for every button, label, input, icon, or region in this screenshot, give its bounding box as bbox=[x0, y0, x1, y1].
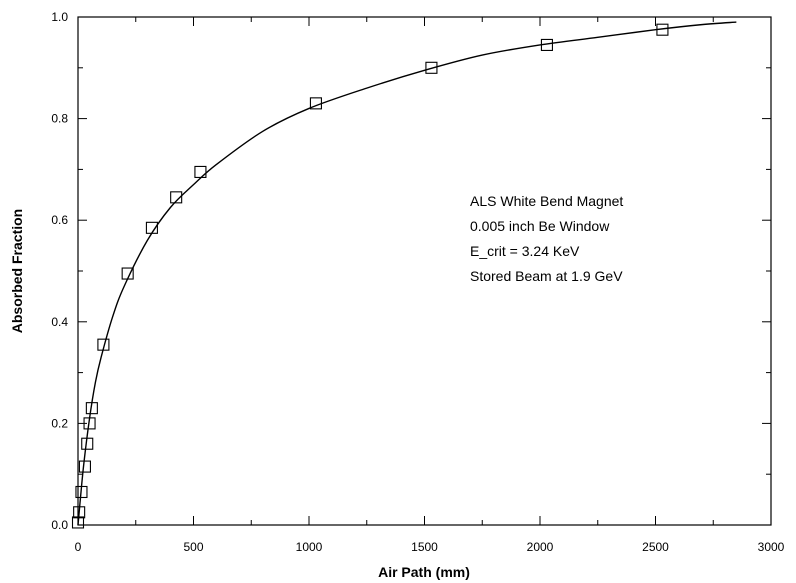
y-ticks bbox=[78, 16, 771, 526]
data-point-marker bbox=[425, 61, 438, 74]
x-tick-labels: 0 500 1000 1500 2000 2500 3000 bbox=[75, 540, 785, 554]
x-tick-label: 500 bbox=[183, 540, 203, 554]
annotation-line-1: ALS White Bend Magnet bbox=[470, 193, 623, 209]
annotation-line-3: E_crit = 3.24 KeV bbox=[470, 243, 580, 259]
x-tick-label: 2000 bbox=[527, 540, 554, 554]
x-tick-label: 1000 bbox=[296, 540, 323, 554]
annotation-line-4: Stored Beam at 1.9 GeV bbox=[470, 268, 623, 284]
x-tick-label: 0 bbox=[75, 540, 82, 554]
plot-area bbox=[77, 16, 772, 526]
data-point-marker bbox=[78, 460, 91, 473]
y-axis-label: Absorbed Fraction bbox=[9, 209, 25, 333]
data-point-marker bbox=[85, 402, 98, 415]
x-tick-label: 1500 bbox=[411, 540, 438, 554]
data-point-marker bbox=[170, 191, 183, 204]
annotation-box: ALS White Bend Magnet 0.005 inch Be Wind… bbox=[470, 193, 623, 284]
y-tick-label: 0.8 bbox=[51, 112, 68, 126]
data-point-marker bbox=[97, 338, 110, 351]
data-point-marker bbox=[145, 221, 158, 234]
data-point-marker bbox=[83, 417, 96, 430]
x-ticks bbox=[77, 17, 772, 525]
y-tick-label: 0.6 bbox=[51, 213, 68, 227]
y-tick-label: 0.0 bbox=[51, 518, 68, 532]
y-tick-label: 1.0 bbox=[51, 10, 68, 24]
x-tick-label: 2500 bbox=[642, 540, 669, 554]
data-point-marker bbox=[309, 97, 322, 110]
y-tick-label: 0.4 bbox=[51, 315, 68, 329]
data-point-marker bbox=[194, 165, 207, 178]
data-point-marker bbox=[75, 485, 88, 499]
y-tick-label: 0.2 bbox=[51, 416, 68, 430]
fit-line bbox=[77, 21, 737, 526]
annotation-line-2: 0.005 inch Be Window bbox=[470, 218, 610, 234]
x-axis-label: Air Path (mm) bbox=[378, 564, 470, 580]
data-point-marker bbox=[81, 437, 94, 450]
data-point-marker bbox=[121, 267, 134, 280]
y-tick-labels: 0.0 0.2 0.4 0.6 0.8 1.0 bbox=[51, 10, 68, 532]
data-point-marker bbox=[656, 23, 669, 36]
data-point-marker bbox=[540, 38, 553, 51]
data-markers bbox=[71, 23, 669, 529]
data-point-marker bbox=[71, 516, 85, 529]
data-point-marker bbox=[73, 506, 86, 519]
x-tick-label: 3000 bbox=[758, 540, 785, 554]
